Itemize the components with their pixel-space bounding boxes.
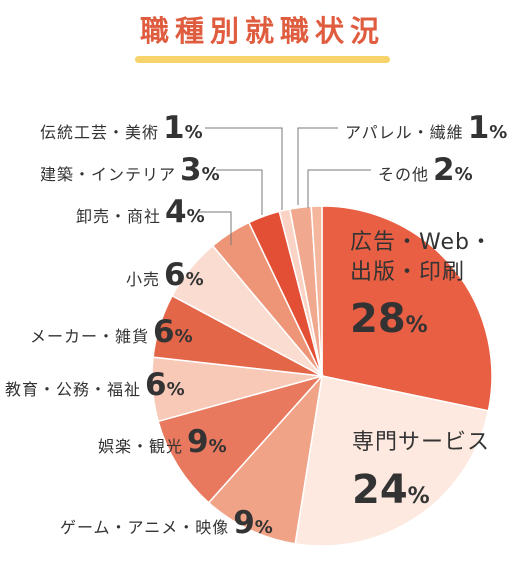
leader-line [199,211,232,245]
leader-line [205,127,283,210]
slice-unit: % [454,164,473,185]
slice-unit: % [174,326,193,347]
slice-value: 3 [180,152,202,188]
slice-label: 広告・Web・ 出版・印刷 28% [350,228,493,339]
slice-label: 専門サービス 24% [352,428,490,510]
leader-line [216,169,263,215]
slice-unit: % [166,379,185,400]
slice-name: 卸売・商社 [76,207,162,226]
slice-unit: % [201,164,220,185]
slice-value: 2 [433,152,455,188]
slice-name: 小売 [126,270,161,289]
slice-name: アパレル・繊維 [345,123,464,142]
slice-value: 6 [153,314,175,350]
slice-name: 専門サービス [352,428,490,458]
slice-name: 建築・インテリア [40,165,177,184]
slice-value: 4 [165,194,187,230]
title-underline [135,56,390,63]
slice-value: 28 [350,296,406,343]
slice-unit: % [254,517,273,538]
slice-unit: % [186,206,205,227]
slice-value: 6 [145,367,167,403]
slice-name: 伝統工芸・美術 [40,123,160,142]
slice-label: 教育・公務・福祉 6% [5,370,185,401]
pie-slice [310,205,323,377]
slice-label: ゲーム・アニメ・映像 9% [60,508,273,539]
slice-name-line: 専門サービス [352,430,491,455]
pie-slice [207,373,324,545]
slice-label: 小売 6% [126,260,204,291]
slice-name: 娯楽・観光 [98,437,184,456]
chart-title: 職種別就職状況 [139,14,385,48]
slice-name: ゲーム・アニメ・映像 [60,518,230,537]
slice-value: 9 [187,424,209,460]
slice-unit: % [208,436,227,457]
slice-name-line: 出版・印刷 [350,259,466,285]
slice-unit: % [405,313,428,339]
slice-unit: % [489,122,508,143]
slice-unit: % [184,122,203,143]
slice-label: 卸売・商社 4% [76,197,205,228]
slice-label: 娯楽・観光 9% [98,427,227,458]
pie-slice [157,374,325,504]
slice-unit: % [185,269,204,290]
slice-name: 広告・Web・ 出版・印刷 [350,228,493,287]
slice-value: 9 [233,505,255,541]
leader-line [297,127,338,205]
slice-name: 教育・公務・福祉 [5,380,142,399]
slice-label: メーカー・雑貨 6% [30,317,193,348]
slice-label: アパレル・繊維 1% [345,113,507,144]
slice-unit: % [407,483,430,509]
slice-value: 1 [467,110,490,146]
slice-name: その他 [378,165,430,184]
slice-label: 建築・インテリア 3% [40,155,220,186]
pie-slice [294,375,490,547]
slice-name-line: 広告・Web・ [350,230,493,255]
slice-value: 24 [352,466,408,513]
slice-label: その他 2% [378,155,473,186]
pie-slice [321,205,493,412]
slice-label: 伝統工芸・美術 1% [40,113,203,144]
slice-value: 6 [164,257,186,293]
slice-value: 1 [163,110,185,146]
slice-name: メーカー・雑貨 [30,327,150,346]
leader-line [307,169,371,208]
